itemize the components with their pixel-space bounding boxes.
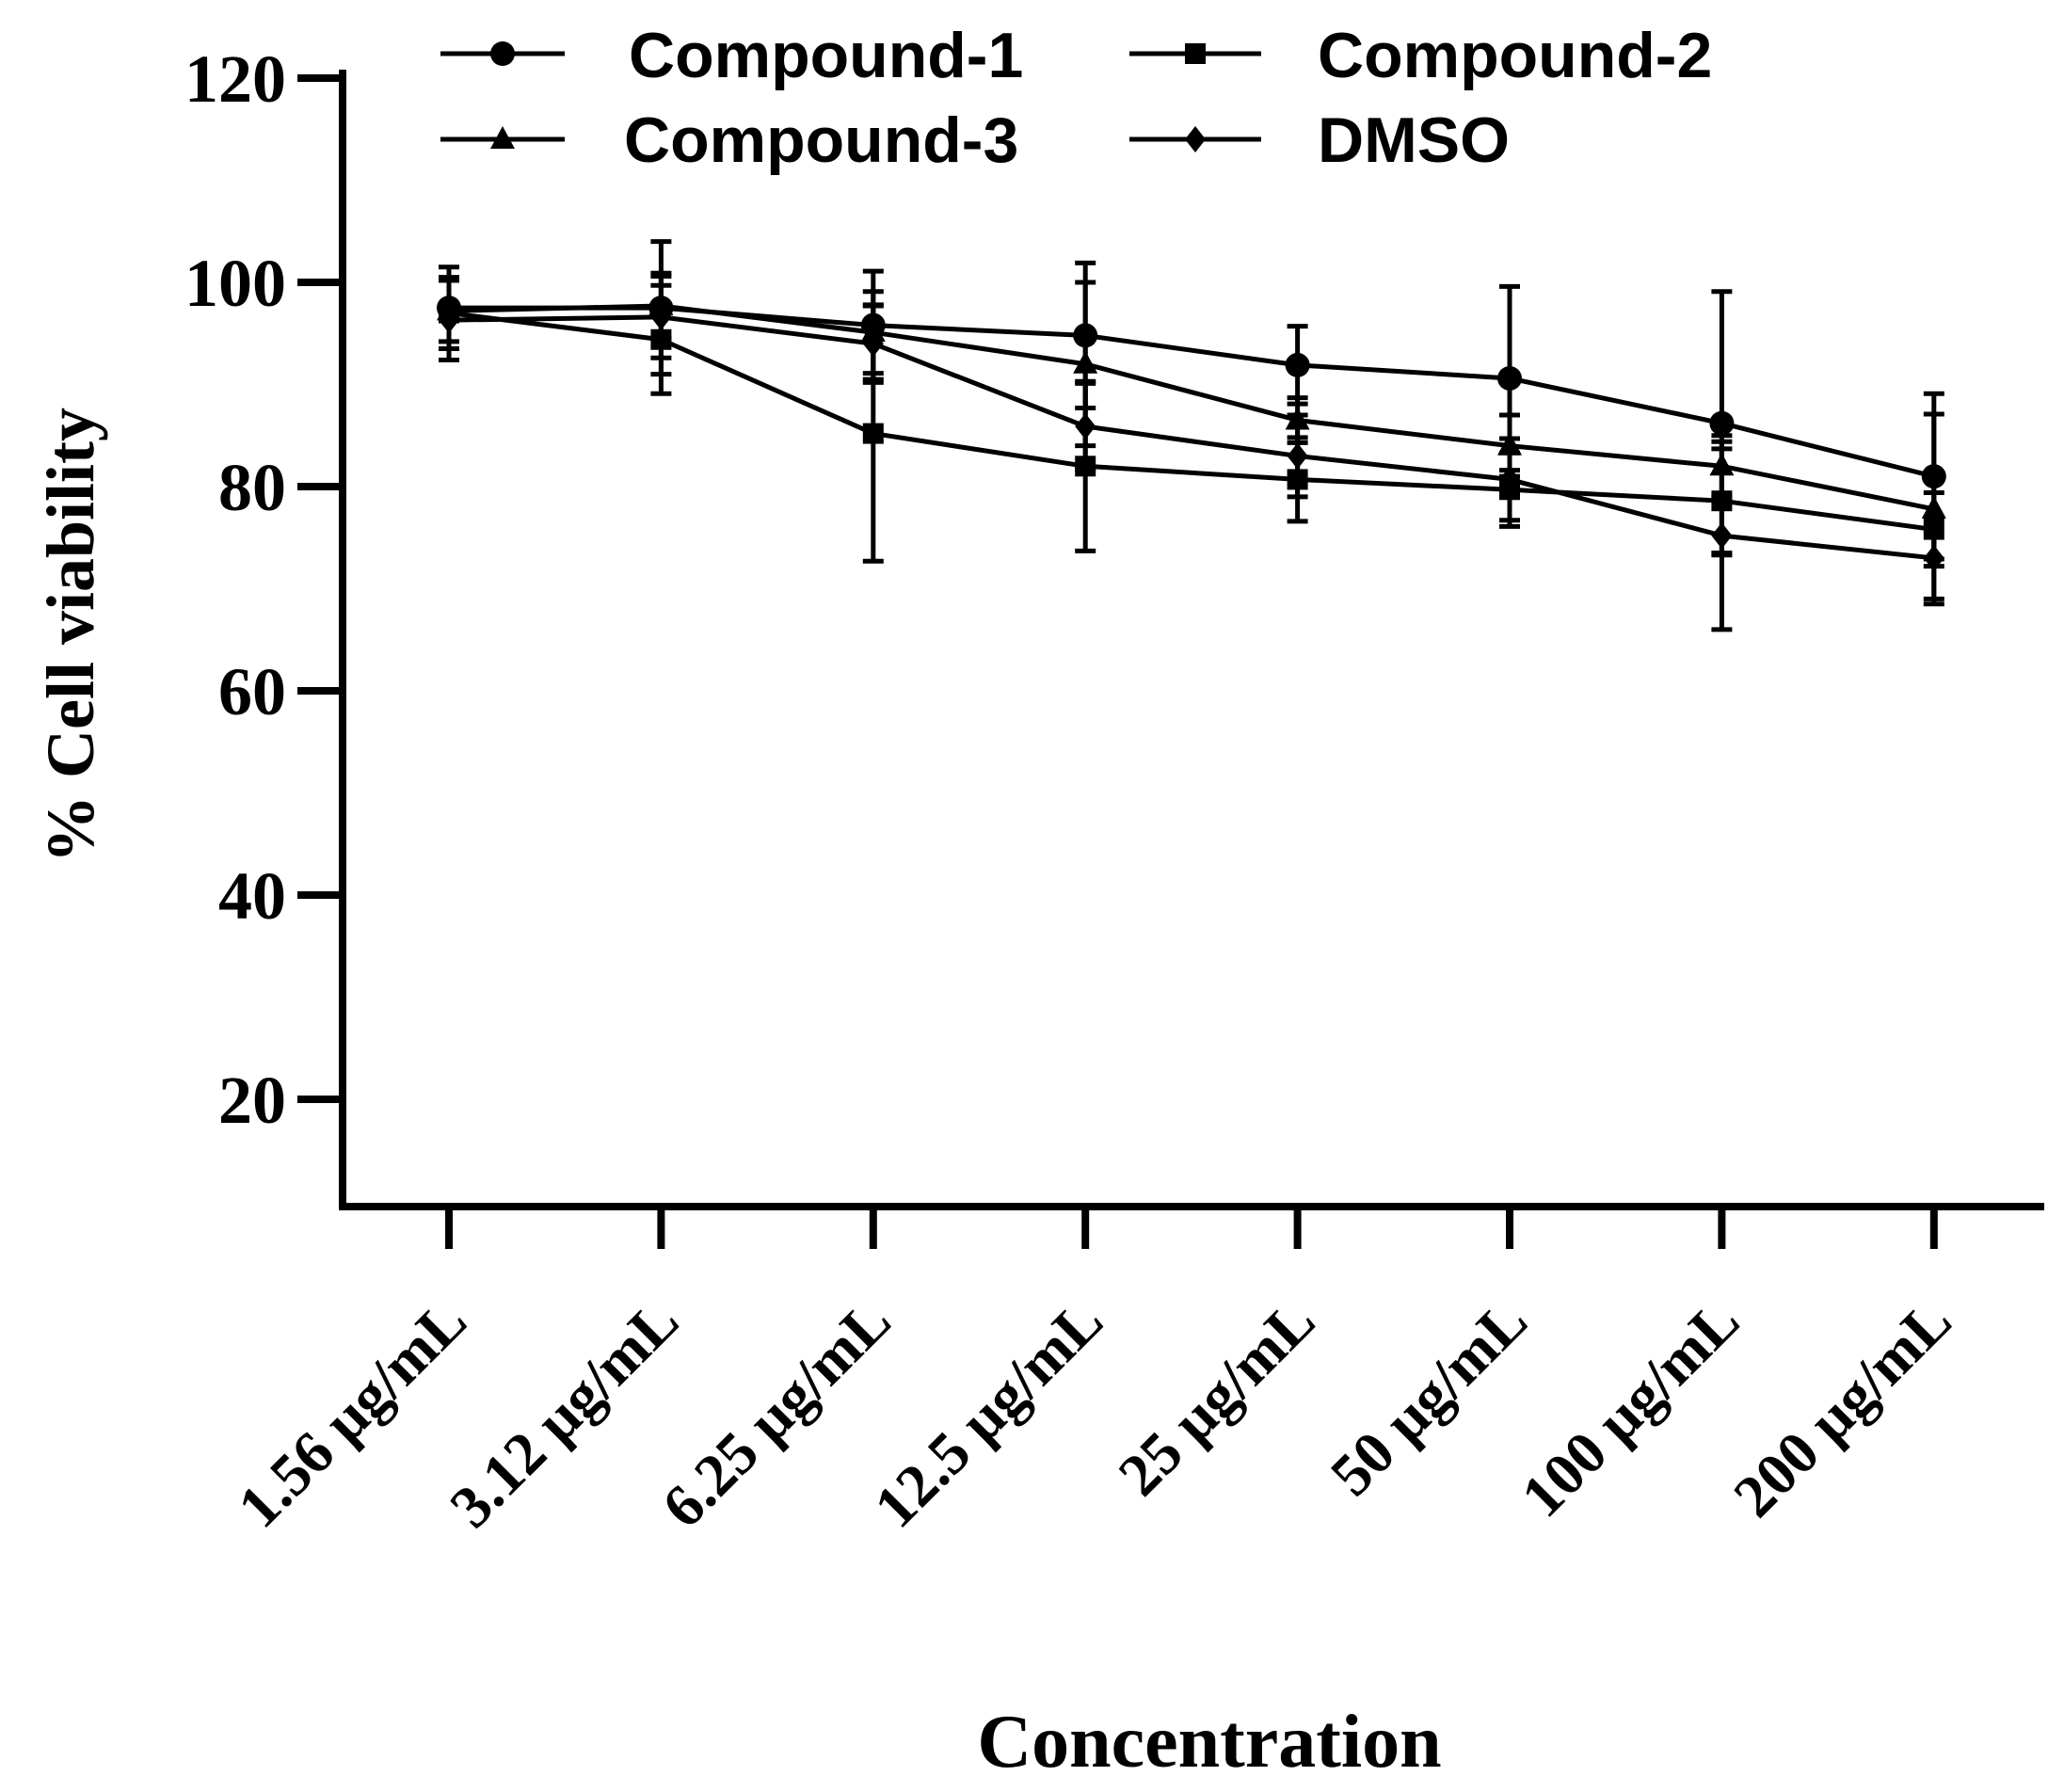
y-axis-title: % Cell viability	[33, 408, 108, 863]
plot-area	[437, 239, 1946, 632]
axes: 20 40 60 80 100 120 1.56 µg/mL3.12 µg/mL6.25 µ…	[184, 41, 2044, 1541]
legend-label: Compound-1	[629, 20, 1023, 91]
legend-marker-compound-3	[490, 126, 515, 149]
x-tick-label: 3.12 µg/mL	[437, 1287, 691, 1541]
y-tick-label: 120	[184, 41, 286, 117]
x-axis-title: Concentration	[977, 1701, 1441, 1784]
data-point-compound-3	[1073, 350, 1098, 374]
data-point-compound-1	[1497, 365, 1522, 391]
x-tick-label: 200 µg/mL	[1720, 1287, 1964, 1530]
x-tick-label: 50 µg/mL	[1318, 1287, 1540, 1509]
legend-item-compound-2: Compound-2	[1129, 20, 1712, 91]
data-point-dmso	[862, 330, 884, 358]
data-point-compound-3	[1921, 495, 1946, 519]
data-point-dmso	[1075, 412, 1096, 440]
legend-marker-dmso	[1185, 126, 1206, 152]
legend-marker-compound-1	[490, 41, 515, 66]
x-tick-label: 25 µg/mL	[1106, 1287, 1328, 1509]
legend-marker-compound-2	[1185, 43, 1206, 64]
series-dmso	[439, 273, 1944, 632]
data-point-dmso	[1923, 544, 1944, 571]
x-tick-label: 100 µg/mL	[1509, 1287, 1752, 1530]
legend-item-compound-1: Compound-1	[440, 20, 1023, 91]
data-point-dmso	[1287, 442, 1308, 470]
series-line-dmso	[448, 314, 1935, 561]
data-point-dmso	[650, 303, 672, 330]
legend-label: Compound-3	[624, 104, 1018, 176]
legend-item-compound-3: Compound-3	[440, 104, 1018, 176]
legend: Compound-1 Compound-2 Compound-3 DMSO	[440, 20, 1712, 176]
x-tick-label: 12.5 µg/mL	[861, 1287, 1115, 1541]
series-line-compound-2	[448, 311, 1935, 533]
data-point-dmso	[1711, 522, 1733, 550]
series-line-compound-3	[448, 303, 1935, 512]
legend-item-dmso: DMSO	[1129, 104, 1510, 176]
legend-label: DMSO	[1318, 104, 1510, 176]
data-point-dmso	[439, 307, 459, 334]
x-tick-label: 1.56 µg/mL	[225, 1287, 479, 1541]
y-tick-label: 100	[184, 246, 286, 321]
data-point-compound-1	[1285, 352, 1310, 377]
data-point-compound-1	[1709, 410, 1735, 436]
data-point-compound-2	[862, 423, 884, 444]
x-tick-label: 6.25 µg/mL	[649, 1287, 904, 1541]
y-tick-label: 80	[218, 450, 286, 525]
y-tick-label: 60	[218, 654, 286, 729]
y-tick-label: 40	[218, 858, 286, 934]
legend-label: Compound-2	[1318, 20, 1712, 91]
data-point-dmso	[1499, 466, 1520, 493]
y-tick-label: 20	[218, 1063, 286, 1138]
